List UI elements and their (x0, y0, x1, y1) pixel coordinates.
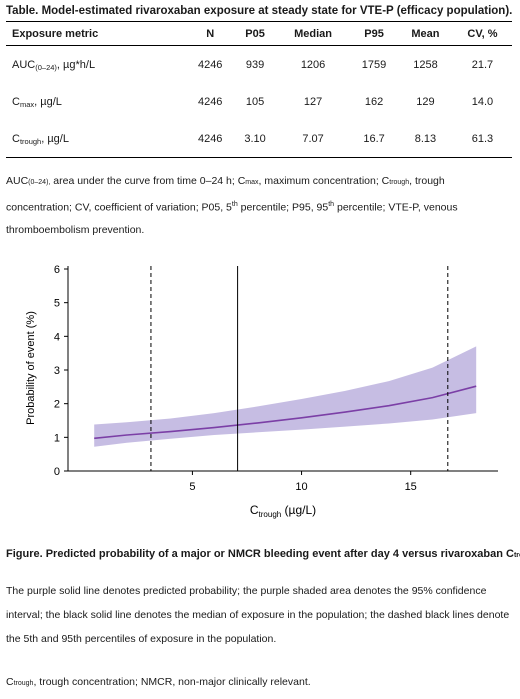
metric-cell: Cmax, µg/L (12, 95, 62, 109)
table-row-cmax: Cmax, µg/L 4246 105 127 162 129 14.0 (6, 83, 512, 120)
cell-mean: 1258 (413, 58, 438, 71)
cell-p95: 16.7 (350, 120, 398, 158)
table-footnote: AUC(0–24), area under the curve from tim… (6, 175, 458, 236)
cell-p05: 105 (245, 95, 265, 108)
predicted-probability-line (94, 385, 477, 440)
cell-p05: 939 (245, 58, 265, 71)
table-title: Table. Model-estimated rivaroxaban expos… (6, 5, 513, 17)
y-tick-label: 6 (54, 264, 60, 276)
cell-median: 1206 (300, 58, 326, 71)
figure-abbreviations: Ctrough, trough concentration; NMCR, non… (6, 676, 311, 688)
confidence-band (94, 346, 477, 447)
cell-cv: 61.3 (452, 120, 512, 158)
header-p05: P05 (234, 21, 276, 46)
x-axis-label: Ctrough (µg/L) (250, 503, 316, 519)
x-tick-label: 10 (295, 481, 307, 493)
y-tick-label: 3 (54, 365, 60, 377)
header-cv: CV, % (452, 21, 512, 46)
cell-n: 4246 (197, 58, 223, 71)
cell-p95: 1759 (361, 58, 387, 71)
header-exposure-metric: Exposure metric (6, 21, 187, 46)
cell-median: 127 (303, 95, 323, 108)
cell-median: 7.07 (276, 120, 351, 158)
y-tick-label: 5 (54, 298, 60, 310)
header-n: N (186, 21, 235, 46)
table-row-auc: AUC(0–24), µg*h/L 4246 939 1206 1759 125… (6, 46, 512, 84)
x-tick-label: 15 (405, 481, 417, 493)
y-tick-label: 2 (54, 399, 60, 411)
header-median: Median (276, 21, 351, 46)
cell-mean: 129 (416, 95, 435, 108)
figure-legend-text: The purple solid line denotes predicted … (6, 585, 510, 645)
table-row-ctrough: Ctrough, µg/L 4246 3.10 7.07 16.7 8.13 6… (6, 120, 512, 158)
exposure-table: Exposure metric N P05 Median P95 Mean CV… (6, 21, 512, 158)
table-header-row: Exposure metric N P05 Median P95 Mean CV… (6, 21, 512, 46)
probability-chart: 0 1 2 3 4 5 6 5 10 15 Probability of event (%) Ct… (25, 264, 498, 519)
metric-cell: Ctrough, µg/L (6, 120, 187, 158)
cell-p05: 3.10 (234, 120, 276, 158)
y-tick-label: 1 (54, 432, 60, 444)
cell-cv: 21.7 (471, 58, 494, 71)
y-axis-label: Probability of event (%) (25, 311, 37, 425)
plot-area (94, 266, 477, 471)
x-tick-label: 5 (189, 481, 195, 493)
cell-cv: 14.0 (471, 95, 494, 108)
cell-n: 4246 (186, 120, 235, 158)
header-p95: P95 (350, 21, 398, 46)
header-mean: Mean (397, 21, 453, 46)
figure-title: Figure. Predicted probability of a major… (6, 548, 520, 560)
cell-n: 4246 (197, 95, 223, 108)
axes: 0 1 2 3 4 5 6 5 10 15 (54, 264, 498, 493)
metric-cell: AUC(0–24), µg*h/L (12, 58, 96, 72)
cell-p95: 162 (364, 95, 384, 108)
y-tick-label: 0 (54, 466, 60, 478)
cell-mean: 8.13 (397, 120, 453, 158)
y-tick-label: 4 (54, 331, 60, 343)
